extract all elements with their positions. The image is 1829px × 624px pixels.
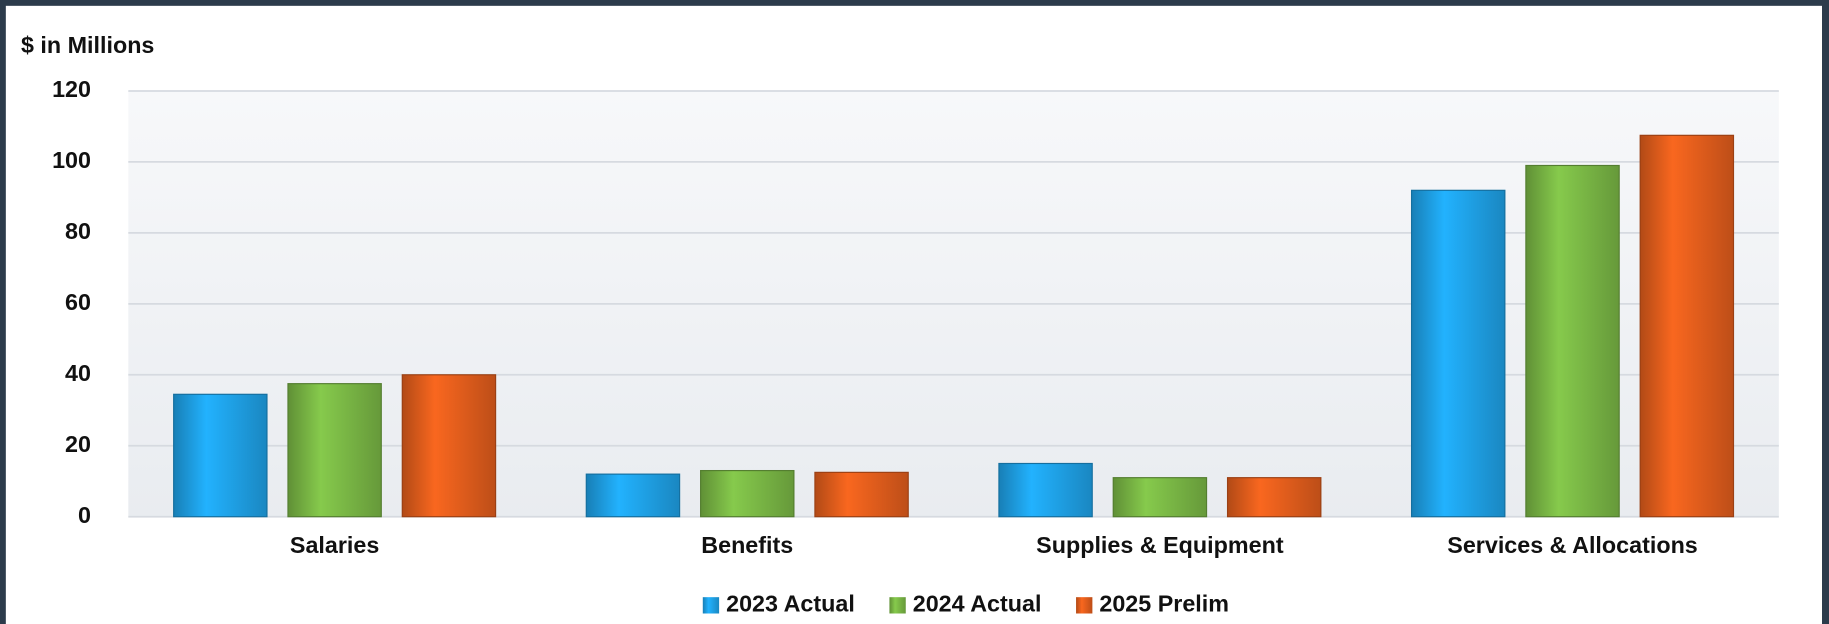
bar [1410,189,1506,518]
bar [287,383,382,518]
x-tick-label: Salaries [290,532,379,558]
y-tick-label: 80 [65,218,91,244]
bar [1639,134,1735,518]
y-tick-label: 120 [52,76,91,102]
legend-swatch [1076,597,1093,614]
x-tick-label: Supplies & Equipment [1036,532,1284,558]
y-tick-label: 0 [78,502,91,528]
bar [1525,164,1620,518]
y-tick-label: 40 [65,360,91,386]
bar [173,393,268,518]
bar [585,473,681,518]
y-tick-label: 20 [65,431,91,457]
legend-label: 2024 Actual [913,590,1042,616]
bar [401,374,497,518]
legend-label: 2025 Prelim [1099,590,1229,616]
x-tick-label: Benefits [701,532,793,558]
x-tick-label: Services & Allocations [1447,532,1698,558]
legend-swatch [889,597,906,614]
bar [700,469,795,518]
y-axis-label: $ in Millions [21,32,154,58]
legend-swatch [702,597,720,614]
bar [1226,477,1322,518]
bar [1112,477,1208,518]
y-tick-label: 100 [52,147,91,173]
bar [998,462,1093,518]
legend-label: 2023 Actual [726,590,855,616]
y-tick-label: 60 [65,289,91,315]
bar [814,471,909,518]
